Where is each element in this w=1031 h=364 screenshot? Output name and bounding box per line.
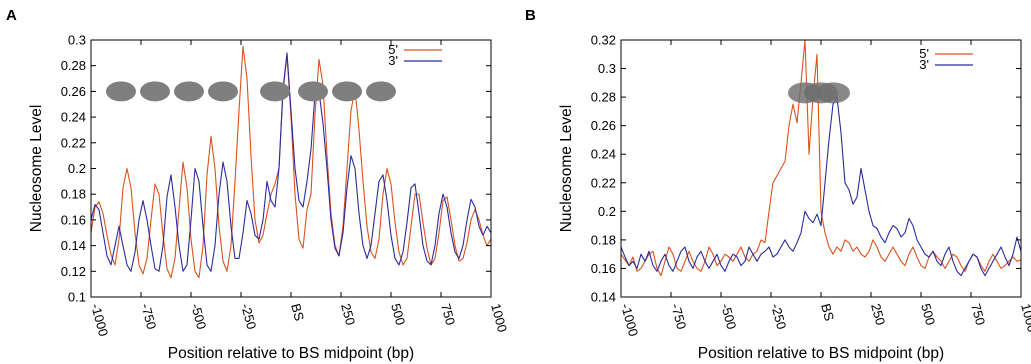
x-tick-label: BS xyxy=(288,302,307,323)
panel-letter-b: B xyxy=(525,7,536,24)
legend-label: 3' xyxy=(919,57,929,72)
x-tick-label: 250 xyxy=(338,302,358,327)
y-tick-label: 0.22 xyxy=(591,175,616,190)
y-tick-label: 0.32 xyxy=(591,33,616,48)
x-axis-label: Position relative to BS midpoint (bp) xyxy=(698,345,944,362)
y-tick-label: 0.28 xyxy=(61,58,86,73)
plot-frame xyxy=(620,39,1022,298)
y-tick-label: 0.3 xyxy=(598,61,616,76)
y-tick-label: 0.12 xyxy=(61,264,86,279)
legend-label: 3' xyxy=(388,53,398,68)
y-tick-label: 0.26 xyxy=(591,118,616,133)
series-line-5prime xyxy=(620,39,1022,277)
y-tick-label: 0.16 xyxy=(61,212,86,227)
x-tick-label: -1000 xyxy=(618,302,641,338)
y-tick-label: 0.2 xyxy=(598,204,616,219)
y-axis-label: Nucleosome Level xyxy=(28,105,45,233)
y-tick-label: 0.14 xyxy=(591,290,616,305)
nucleosome-ellipse xyxy=(174,81,204,102)
y-tick-label: 0.3 xyxy=(68,33,86,48)
x-tick-label: 1000 xyxy=(488,302,510,334)
nucleosome-ellipse xyxy=(140,81,170,102)
y-tick-label: 0.28 xyxy=(591,90,616,105)
y-tick-label: 0.18 xyxy=(61,187,86,202)
x-tick-label: 750 xyxy=(438,302,458,327)
plot-frame xyxy=(90,39,492,298)
nucleosome-ellipse xyxy=(366,81,396,102)
y-tick-label: 0.14 xyxy=(61,238,86,253)
x-tick-label: 1000 xyxy=(1018,302,1031,334)
legend-label: 5' xyxy=(388,42,398,57)
x-tick-label: -750 xyxy=(668,302,689,331)
y-tick-label: 0.24 xyxy=(61,110,86,125)
nucleosome-ellipse xyxy=(332,81,362,102)
y-axis-label: Nucleosome Level xyxy=(558,105,575,233)
x-tick-label: -250 xyxy=(768,302,789,331)
y-tick-label: 0.2 xyxy=(68,161,86,176)
x-axis-label: Position relative to BS midpoint (bp) xyxy=(168,345,414,362)
panel-letter-a: A xyxy=(6,7,17,24)
y-tick-label: 0.26 xyxy=(61,84,86,99)
series-line-3prime xyxy=(620,96,1022,277)
legend-label: 5' xyxy=(919,46,929,61)
y-tick-label: 0.18 xyxy=(591,232,616,247)
x-tick-label: -500 xyxy=(188,302,209,331)
y-tick-label: 0.22 xyxy=(61,135,86,150)
nucleosome-ellipse xyxy=(298,81,328,102)
chart-panel-b: 0.14 0.16 0.18 0.2 0.22 0.24 0.26 0.28 0.3 0.32 -1… xyxy=(558,33,1031,363)
x-tick-label: -750 xyxy=(138,302,159,331)
x-tick-label: 500 xyxy=(918,302,938,327)
nucleosome-ellipse xyxy=(260,81,290,102)
y-tick-label: 0.24 xyxy=(591,147,616,162)
nucleosome-ellipse xyxy=(208,81,238,102)
x-tick-label: -500 xyxy=(718,302,739,331)
chart-panel-a: 0.1 0.12 0.14 0.16 0.18 0.2 0.22 0.24 0.26 0.28 0.… xyxy=(28,33,510,363)
x-tick-label: -1000 xyxy=(88,302,111,338)
x-tick-label: 250 xyxy=(868,302,888,327)
x-tick-label: BS xyxy=(818,302,837,323)
x-tick-label: 750 xyxy=(968,302,988,327)
y-tick-label: 0.1 xyxy=(68,290,86,305)
nucleosome-ellipse xyxy=(106,81,136,102)
x-tick-label: -250 xyxy=(238,302,259,331)
x-tick-label: 500 xyxy=(388,302,408,327)
y-tick-label: 0.16 xyxy=(591,261,616,276)
series-line-3prime xyxy=(90,52,492,272)
nucleosome-ellipse xyxy=(816,82,850,104)
